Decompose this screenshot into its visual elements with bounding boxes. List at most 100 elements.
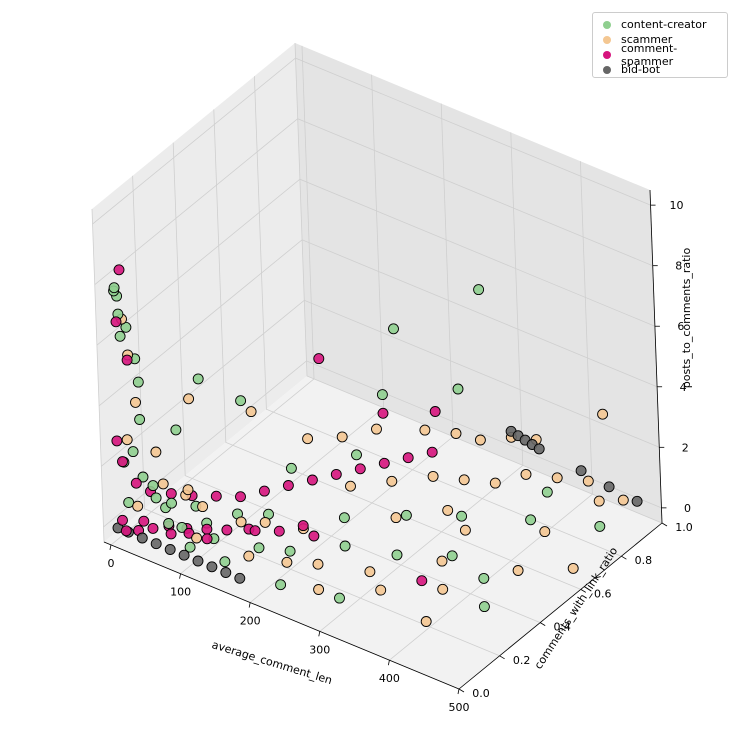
- legend-label: comment-spammer: [621, 41, 678, 68]
- point-scammer: [183, 393, 195, 405]
- legend-item-comment-spammer: comment-spammer: [601, 42, 727, 68]
- point-scammer: [281, 556, 293, 568]
- point-content-creator: [541, 486, 553, 498]
- grid-line-z: [101, 299, 660, 467]
- point-comment-spammer: [121, 354, 133, 366]
- point-scammer: [593, 495, 605, 507]
- point-bid-bot: [533, 443, 545, 455]
- point-comment-spammer: [117, 514, 128, 526]
- point-bid-bot: [164, 544, 176, 555]
- point-scammer: [539, 526, 551, 538]
- point-content-creator: [134, 414, 146, 425]
- point-scammer: [437, 583, 449, 595]
- point-scammer: [489, 477, 501, 489]
- point-scammer: [420, 616, 432, 627]
- y-tick-mark: [621, 555, 627, 560]
- point-scammer: [427, 470, 439, 482]
- z-tick-label: 8: [675, 260, 682, 273]
- point-scammer: [386, 475, 398, 487]
- point-comment-spammer: [201, 533, 213, 545]
- point-comment-spammer: [429, 406, 441, 417]
- point-content-creator: [132, 376, 144, 388]
- point-bid-bot: [575, 465, 587, 477]
- z-tick-label: 2: [682, 441, 689, 454]
- point-content-creator: [525, 514, 537, 526]
- point-content-creator: [123, 497, 135, 508]
- x-axis-line: [103, 541, 460, 690]
- point-scammer: [419, 424, 431, 436]
- point-comment-spammer: [354, 463, 366, 475]
- point-comment-spammer: [111, 435, 123, 447]
- point-scammer: [132, 500, 144, 512]
- point-scammer: [336, 431, 348, 443]
- grid-line-z: [103, 360, 662, 528]
- point-content-creator: [219, 556, 231, 568]
- point-content-creator: [176, 521, 188, 533]
- point-comment-spammer: [273, 525, 285, 537]
- point-scammer: [313, 584, 325, 595]
- point-scammer: [474, 434, 486, 446]
- x-tick-mark: [457, 688, 460, 695]
- legend-item-scammer: scammer: [601, 32, 727, 47]
- point-content-creator: [284, 545, 296, 557]
- point-scammer: [512, 565, 524, 576]
- point-comment-spammer: [138, 515, 150, 527]
- point-bid-bot: [631, 495, 643, 507]
- point-comment-spammer: [201, 523, 213, 535]
- point-content-creator: [137, 471, 149, 483]
- point-scammer: [150, 446, 162, 458]
- x-tick-label: 300: [309, 643, 330, 656]
- z-axis-line: [649, 189, 663, 524]
- point-scammer: [459, 524, 471, 536]
- point-scammer: [345, 480, 356, 492]
- x-tick-label: 200: [240, 615, 261, 628]
- y-tick-mark: [661, 522, 668, 527]
- point-content-creator: [334, 592, 345, 604]
- point-content-creator: [338, 512, 350, 524]
- z-tick-label: 10: [670, 199, 684, 212]
- point-bid-bot: [220, 567, 232, 578]
- point-comment-spammer: [235, 491, 246, 503]
- legend-item-bid-bot: bid-bot: [601, 62, 727, 77]
- point-scammer: [302, 433, 314, 445]
- point-scammer: [375, 584, 387, 596]
- legend-marker-scammer: [603, 35, 611, 44]
- point-content-creator: [150, 492, 162, 504]
- point-scammer: [312, 558, 324, 570]
- grid-line-z: [96, 178, 656, 346]
- point-content-creator: [400, 509, 412, 521]
- point-content-creator: [114, 330, 126, 342]
- point-scammer: [436, 555, 448, 567]
- point-comment-spammer: [120, 525, 132, 537]
- y-axis-line: [458, 522, 663, 690]
- point-content-creator: [285, 462, 297, 474]
- y-tick-label: 0.4: [553, 621, 571, 634]
- point-bid-bot: [234, 572, 246, 584]
- legend-label: content-creator: [621, 18, 707, 31]
- point-comment-spammer: [330, 468, 342, 480]
- point-content-creator: [473, 284, 485, 296]
- point-bid-bot: [603, 481, 615, 493]
- point-content-creator: [351, 449, 362, 461]
- point-content-creator: [339, 540, 351, 552]
- grid-line-y: [294, 42, 663, 524]
- point-comment-spammer: [306, 474, 318, 486]
- point-scammer: [245, 406, 257, 418]
- point-scammer: [617, 494, 629, 506]
- point-comment-spammer: [117, 456, 128, 468]
- x-tick-mark: [179, 573, 181, 579]
- point-scammer: [259, 516, 271, 528]
- z-tick-label: 0: [684, 502, 691, 515]
- point-scammer: [121, 434, 133, 446]
- point-content-creator: [127, 446, 139, 458]
- y-tick-mark: [580, 589, 587, 593]
- point-scammer: [130, 396, 141, 408]
- x-tick-label: 500: [449, 701, 470, 714]
- point-content-creator: [235, 395, 247, 407]
- legend-label: scammer: [621, 33, 673, 46]
- point-comment-spammer: [165, 528, 177, 540]
- point-scammer: [567, 562, 579, 574]
- point-comment-spammer: [313, 353, 325, 365]
- point-scammer: [551, 472, 563, 484]
